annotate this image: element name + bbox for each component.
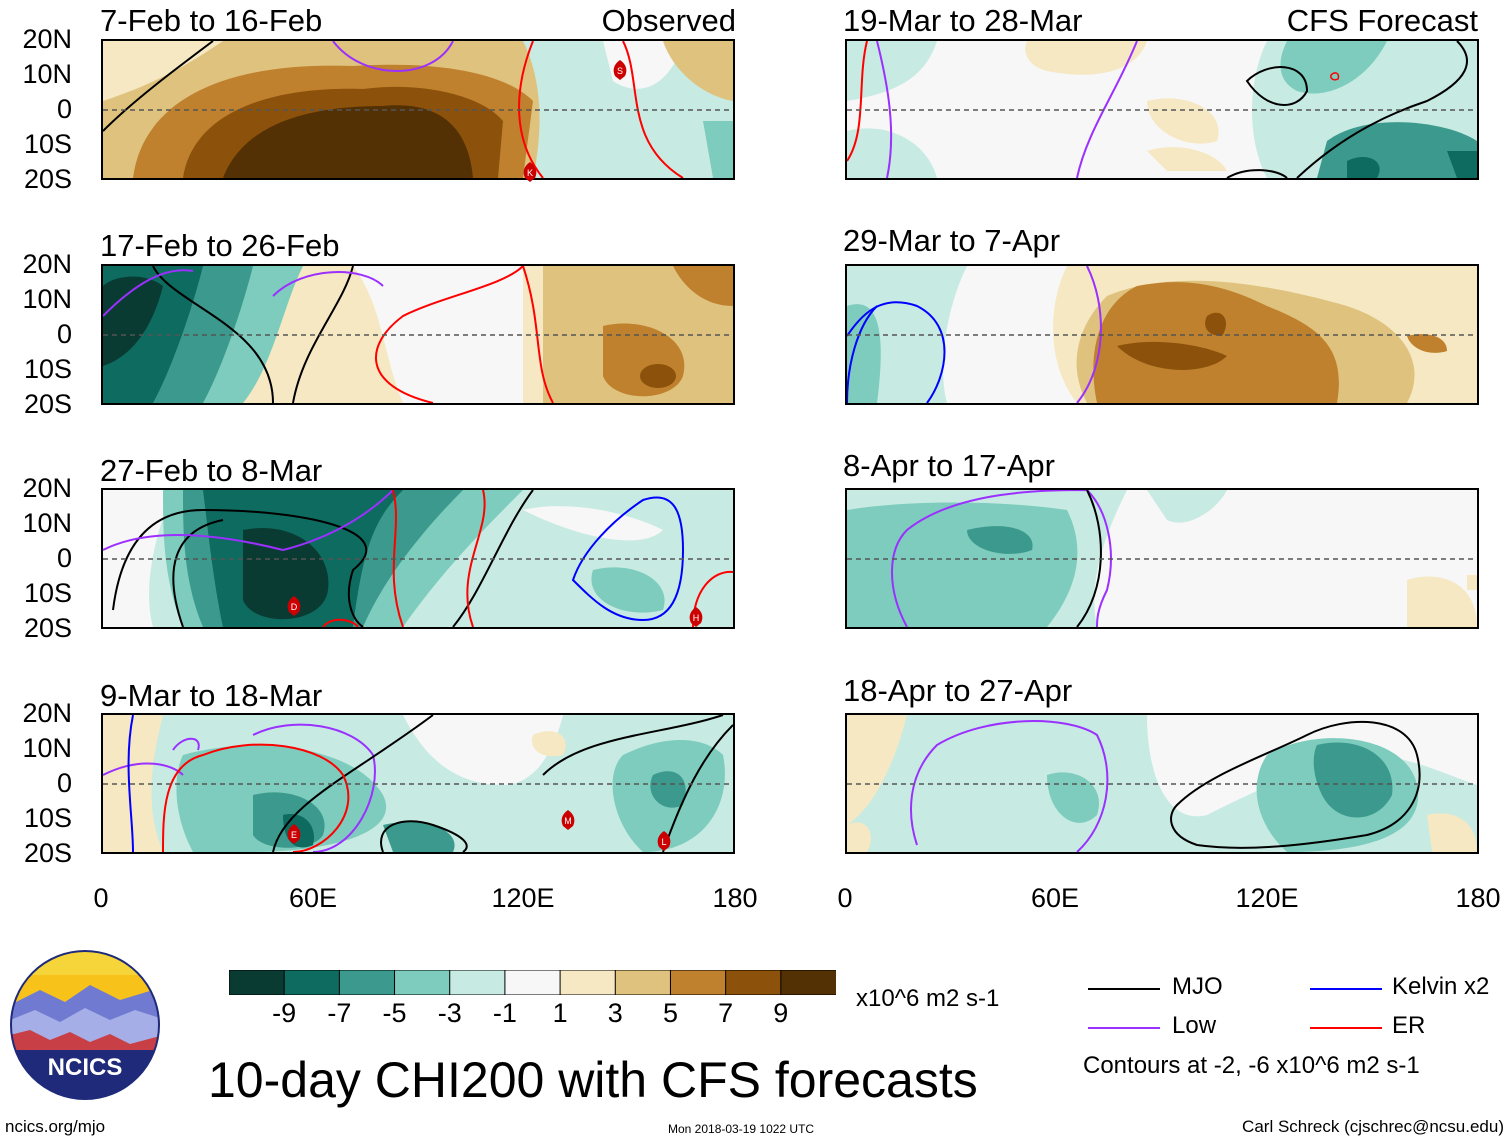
main-title: 10-day CHI200 with CFS forecasts bbox=[208, 1052, 978, 1108]
lon-label: 120E bbox=[1235, 883, 1299, 913]
colorbar-label: 1 bbox=[552, 998, 568, 1028]
lat-label: 20S bbox=[23, 613, 72, 643]
author-credit: Carl Schreck (cjschrec@ncsu.edu) bbox=[1242, 1117, 1504, 1136]
storm-marker: H bbox=[688, 607, 704, 632]
lat-label: 10N bbox=[22, 508, 72, 538]
panel-title-3: 27-Feb to 8-Mar bbox=[100, 453, 323, 488]
colorbar-swatch bbox=[504, 969, 562, 996]
logo-text: NCICS bbox=[48, 1054, 123, 1081]
lon-label: 60E bbox=[288, 883, 338, 913]
panel-title-2: 17-Feb to 26-Feb bbox=[100, 228, 340, 263]
lat-label: 10S bbox=[23, 354, 72, 384]
storm-marker-letter: S bbox=[617, 66, 623, 76]
storm-marker: M bbox=[560, 810, 576, 835]
lat-label: 10N bbox=[22, 284, 72, 314]
lat-label: 20S bbox=[23, 389, 72, 419]
colorbar-swatch bbox=[449, 969, 506, 996]
colorbar-label: -5 bbox=[382, 998, 407, 1028]
lat-label: 20N bbox=[22, 24, 72, 54]
storm-marker-letter: H bbox=[693, 613, 700, 623]
storm-marker: E bbox=[286, 824, 302, 849]
lon-label: 180 bbox=[712, 883, 758, 913]
lat-label: 10N bbox=[22, 59, 72, 89]
storm-marker-letter: D bbox=[291, 602, 298, 612]
lon-label: 60E bbox=[1030, 883, 1080, 913]
storm-marker-letter: M bbox=[564, 816, 572, 826]
map-panel-3 bbox=[101, 488, 735, 629]
storm-marker: L bbox=[656, 831, 672, 856]
colorbar-units: x10^6 m2 s-1 bbox=[856, 985, 1000, 1012]
lon-label: 120E bbox=[491, 883, 555, 913]
map-panel-1 bbox=[101, 39, 735, 180]
legend-label-mjo: MJO bbox=[1172, 973, 1223, 1000]
colorbar-label: -1 bbox=[492, 998, 517, 1028]
legend-line-er bbox=[1310, 1027, 1382, 1029]
colorbar-label: -3 bbox=[437, 998, 462, 1028]
map-panel-6 bbox=[845, 264, 1479, 405]
panel-title-4: 9-Mar to 18-Mar bbox=[100, 678, 323, 713]
map-panel-4 bbox=[101, 713, 735, 854]
storm-marker-letter: E bbox=[291, 830, 297, 840]
website-link[interactable]: ncics.org/mjo bbox=[5, 1117, 106, 1136]
colorbar-swatch bbox=[338, 969, 396, 996]
colorbar-label: 9 bbox=[773, 998, 789, 1028]
legend-label-low: Low bbox=[1172, 1012, 1217, 1039]
colorbar-label: -7 bbox=[327, 998, 352, 1028]
map-panel-5 bbox=[845, 39, 1479, 180]
colorbar-swatch bbox=[283, 969, 341, 996]
colorbar-swatch bbox=[614, 969, 672, 996]
contours-note: Contours at -2, -6 x10^6 m2 s-1 bbox=[1083, 1052, 1420, 1079]
lat-label: 0 bbox=[56, 94, 72, 124]
lon-label: 0 bbox=[93, 883, 109, 913]
legend-label-kelvin: Kelvin x2 bbox=[1392, 973, 1490, 1000]
panel-title-5: 19-Mar to 28-Mar bbox=[843, 3, 1083, 38]
panel-title-8: 18-Apr to 27-Apr bbox=[843, 673, 1073, 708]
panel-tag-cfs-forecast: CFS Forecast bbox=[1286, 3, 1478, 38]
ncics-logo: NCICS bbox=[10, 950, 160, 1105]
panel-title-6: 29-Mar to 7-Apr bbox=[843, 223, 1061, 258]
legend-line-mjo bbox=[1088, 988, 1160, 990]
colorbar-swatch bbox=[669, 969, 727, 996]
timestamp: Mon 2018-03-19 1022 UTC bbox=[668, 1122, 815, 1136]
panel-title-1: 7-Feb to 16-Feb bbox=[100, 3, 323, 38]
storm-marker: K bbox=[522, 162, 538, 187]
map-panel-8 bbox=[845, 713, 1479, 854]
colorbar-label: 7 bbox=[718, 998, 734, 1028]
colorbar-label: 5 bbox=[662, 998, 678, 1028]
map-panel-7 bbox=[845, 488, 1479, 629]
panel-title-7: 8-Apr to 17-Apr bbox=[843, 448, 1055, 483]
colorbar-label: -9 bbox=[272, 998, 297, 1028]
colorbar-label: 3 bbox=[607, 998, 623, 1028]
lat-label: 20N bbox=[22, 473, 72, 503]
storm-marker-letter: K bbox=[527, 168, 533, 178]
lat-label: 20N bbox=[22, 698, 72, 728]
colorbar-swatch bbox=[780, 969, 838, 996]
panel-tag-observed: Observed bbox=[601, 3, 736, 38]
lat-label: 0 bbox=[56, 768, 72, 798]
colorbar bbox=[228, 969, 838, 1000]
lon-label: 0 bbox=[837, 883, 853, 913]
lat-label: 10S bbox=[23, 803, 72, 833]
lat-label: 10S bbox=[23, 578, 72, 608]
colorbar-swatch bbox=[228, 969, 286, 996]
lat-label: 10S bbox=[23, 129, 72, 159]
lat-label: 10N bbox=[22, 733, 72, 763]
storm-marker: D bbox=[286, 596, 302, 621]
legend-label-er: ER bbox=[1392, 1012, 1426, 1039]
colorbar-swatch bbox=[394, 969, 451, 996]
lat-label: 20S bbox=[23, 838, 72, 868]
lat-label: 20S bbox=[23, 164, 72, 194]
colorbar-swatch bbox=[559, 969, 617, 996]
storm-marker: S bbox=[612, 60, 628, 85]
map-panel-2 bbox=[101, 264, 735, 405]
legend-line-low bbox=[1088, 1027, 1160, 1029]
lon-label: 180 bbox=[1455, 883, 1501, 913]
lat-label: 20N bbox=[22, 249, 72, 279]
lat-label: 0 bbox=[56, 543, 72, 573]
lat-label: 0 bbox=[56, 319, 72, 349]
colorbar-swatch bbox=[725, 969, 782, 996]
legend-line-kelvin bbox=[1310, 988, 1382, 990]
storm-marker-letter: L bbox=[661, 837, 666, 847]
